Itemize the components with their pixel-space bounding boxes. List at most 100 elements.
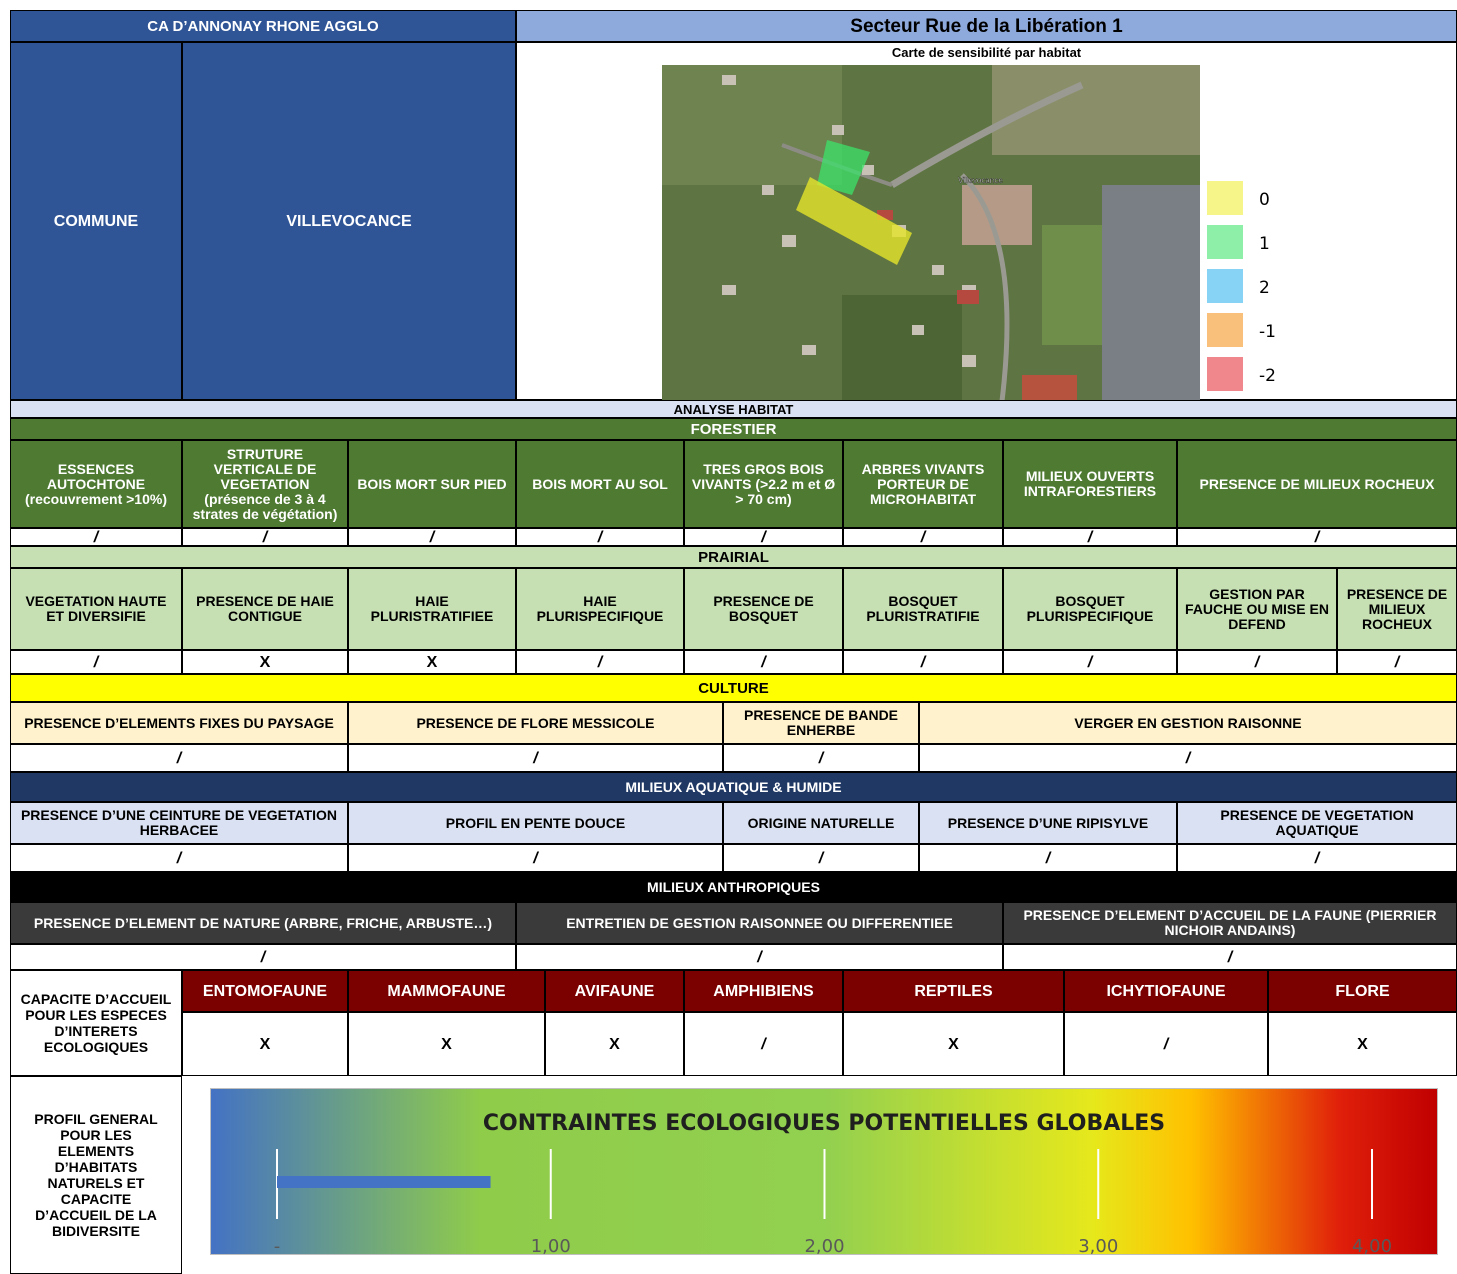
agglo-title: CA D’ANNONAY RHONE AGGLO: [10, 10, 516, 42]
aerial-map-image: Villevocance: [662, 65, 1200, 401]
prairial-value-3: /: [516, 650, 684, 674]
forestier-value-2: /: [348, 528, 516, 546]
capacite-header-3: AMPHIBIENS: [684, 970, 843, 1012]
forestier-value-3: /: [516, 528, 684, 546]
aquatique-header-0: PRESENCE D’UNE CEINTURE DE VEGETATION HE…: [10, 802, 348, 844]
culture-header-0: PRESENCE D’ELEMENTS FIXES DU PAYSAGE: [10, 702, 348, 744]
aquatique-header-3: PRESENCE D’UNE RIPISYLVE: [919, 802, 1177, 844]
capacite-header-0: ENTOMOFAUNE: [182, 970, 348, 1012]
forestier-value-4: /: [684, 528, 843, 546]
anthropique-value-1: /: [516, 944, 1003, 970]
capacite-value-3: /: [684, 1012, 843, 1076]
legend-label-1: 1: [1259, 234, 1270, 254]
anthropique-title: MILIEUX ANTHROPIQUES: [10, 872, 1457, 902]
legend-swatch-3: [1207, 313, 1243, 347]
aquatique-value-4: /: [1177, 844, 1457, 872]
capacite-label: CAPACITE D’ACCUEIL POUR LES ESPECES D’IN…: [10, 970, 182, 1076]
prairial-value-6: /: [1003, 650, 1177, 674]
chart-title: CONTRAINTES ECOLOGIQUES POTENTIELLES GLO…: [482, 1111, 1166, 1136]
map-legend: 0 1 2 -1 -2: [1207, 181, 1327, 401]
forestier-title: FORESTIER: [10, 418, 1457, 440]
forestier-header-1: STRUTURE VERTICALE DE VEGETATION (présen…: [182, 440, 348, 528]
anthropique-header-0: PRESENCE D’ELEMENT DE NATURE (ARBRE, FRI…: [10, 902, 516, 944]
aquatique-value-2: /: [723, 844, 919, 872]
culture-title: CULTURE: [10, 674, 1457, 702]
prairial-value-2: X: [348, 650, 516, 674]
forestier-header-6: MILIEUX OUVERTS INTRAFORESTIERS: [1003, 440, 1177, 528]
forestier-header-0: ESSENCES AUTOCHTONE (recouvrement >10%): [10, 440, 182, 528]
prairial-header-6: BOSQUET PLURISPECIFIQUE: [1003, 568, 1177, 650]
forestier-value-7: /: [1177, 528, 1457, 546]
anthropique-value-2: /: [1003, 944, 1457, 970]
contraintes-chart: CONTRAINTES ECOLOGIQUES POTENTIELLES GLO…: [210, 1088, 1438, 1255]
prairial-header-3: HAIE PLURISPECIFIQUE: [516, 568, 684, 650]
forestier-header-3: BOIS MORT AU SOL: [516, 440, 684, 528]
anthropique-header-2: PRESENCE D’ELEMENT D’ACCUEIL DE LA FAUNE…: [1003, 902, 1457, 944]
profil-label: PROFIL GENERAL POUR LES ELEMENTS D’HABIT…: [10, 1076, 182, 1274]
culture-header-1: PRESENCE DE FLORE MESSICOLE: [348, 702, 723, 744]
prairial-value-0: /: [10, 650, 182, 674]
aquatique-title: MILIEUX AQUATIQUE & HUMIDE: [10, 772, 1457, 802]
chart-tick-label-3: 3,00: [1078, 1236, 1118, 1254]
secteur-title: Secteur Rue de la Libération 1: [516, 10, 1457, 42]
prairial-header-7: GESTION PAR FAUCHE OU MISE EN DEFEND: [1177, 568, 1337, 650]
chart-bar-0: [277, 1176, 491, 1188]
legend-swatch-0: [1207, 181, 1243, 215]
culture-value-3: /: [919, 744, 1457, 772]
chart-tick-label-1: 1,00: [531, 1236, 571, 1254]
map-title: Carte de sensibilité par habitat: [891, 45, 1082, 60]
prairial-title: PRAIRIAL: [10, 546, 1457, 568]
prairial-value-5: /: [843, 650, 1003, 674]
prairial-header-4: PRESENCE DE BOSQUET: [684, 568, 843, 650]
map-place-label: Villevocance: [958, 176, 1003, 185]
capacite-value-2: X: [545, 1012, 684, 1076]
capacite-header-2: AVIFAUNE: [545, 970, 684, 1012]
forestier-value-5: /: [843, 528, 1003, 546]
anthropique-header-1: ENTRETIEN DE GESTION RAISONNEE OU DIFFER…: [516, 902, 1003, 944]
culture-value-0: /: [10, 744, 348, 772]
forestier-header-7: PRESENCE DE MILIEUX ROCHEUX: [1177, 440, 1457, 528]
analyse-habitat-title: ANALYSE HABITAT: [10, 400, 1457, 418]
culture-header-2: PRESENCE DE BANDE ENHERBE: [723, 702, 919, 744]
prairial-value-7: /: [1177, 650, 1337, 674]
culture-header-3: VERGER EN GESTION RAISONNE: [919, 702, 1457, 744]
legend-swatch-2: [1207, 269, 1243, 303]
prairial-header-8: PRESENCE DE MILIEUX ROCHEUX: [1337, 568, 1457, 650]
capacite-header-4: REPTILES: [843, 970, 1064, 1012]
capacite-value-0: X: [182, 1012, 348, 1076]
forestier-header-2: BOIS MORT SUR PIED: [348, 440, 516, 528]
culture-value-2: /: [723, 744, 919, 772]
prairial-header-0: VEGETATION HAUTE ET DIVERSIFIE: [10, 568, 182, 650]
capacite-header-5: ICHYTIOFAUNE: [1064, 970, 1268, 1012]
chart-tick-label-4: 4,00: [1352, 1236, 1392, 1254]
prairial-header-1: PRESENCE DE HAIE CONTIGUE: [182, 568, 348, 650]
aquatique-value-0: /: [10, 844, 348, 872]
legend-swatch-4: [1207, 357, 1243, 391]
aquatique-header-2: ORIGINE NATURELLE: [723, 802, 919, 844]
anthropique-value-0: /: [10, 944, 516, 970]
capacite-value-1: X: [348, 1012, 545, 1076]
forestier-header-5: ARBRES VIVANTS PORTEUR DE MICROHABITAT: [843, 440, 1003, 528]
map-panel: Carte de sensibilité par habitat: [516, 42, 1457, 401]
capacite-header-6: FLORE: [1268, 970, 1457, 1012]
prairial-value-8: /: [1337, 650, 1457, 674]
aquatique-header-4: PRESENCE DE VEGETATION AQUATIQUE: [1177, 802, 1457, 844]
commune-label: COMMUNE: [10, 42, 182, 400]
legend-label-2: 2: [1259, 278, 1270, 298]
legend-swatch-1: [1207, 225, 1243, 259]
prairial-header-2: HAIE PLURISTRATIFIEE: [348, 568, 516, 650]
aquatique-header-1: PROFIL EN PENTE DOUCE: [348, 802, 723, 844]
prairial-value-1: X: [182, 650, 348, 674]
aquatique-value-3: /: [919, 844, 1177, 872]
culture-value-1: /: [348, 744, 723, 772]
capacite-value-6: X: [1268, 1012, 1457, 1076]
forestier-value-0: /: [10, 528, 182, 546]
aquatique-value-1: /: [348, 844, 723, 872]
chart-tick-label-2: 2,00: [804, 1236, 844, 1254]
legend-label-0: 0: [1259, 190, 1270, 210]
legend-label-4: -2: [1259, 366, 1276, 386]
forestier-value-6: /: [1003, 528, 1177, 546]
capacite-value-4: X: [843, 1012, 1064, 1076]
commune-value: VILLEVOCANCE: [182, 42, 516, 400]
capacite-value-5: /: [1064, 1012, 1268, 1076]
